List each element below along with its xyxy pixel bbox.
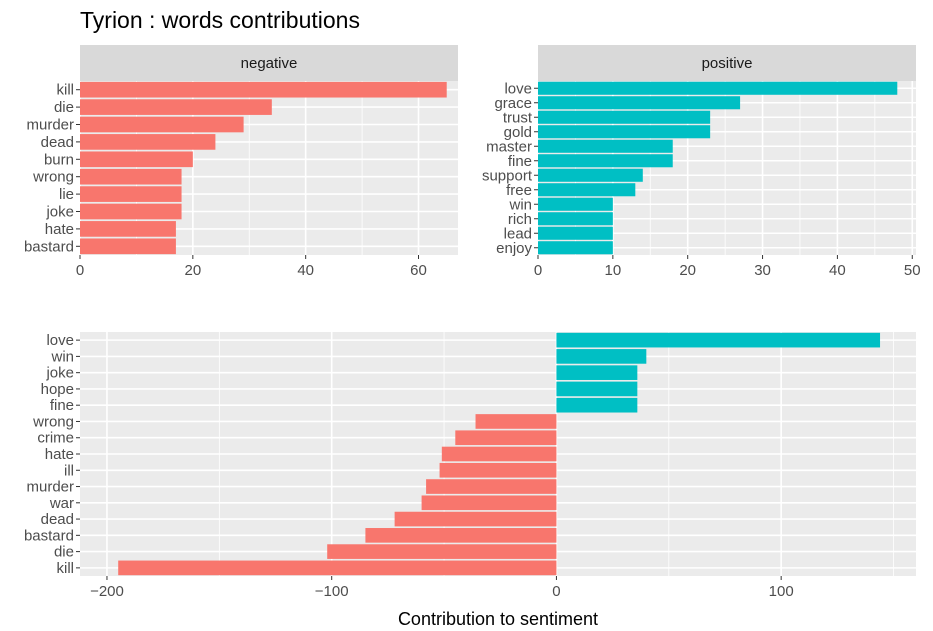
y-tick-label: enjoy <box>496 240 532 257</box>
bar-war <box>421 495 557 511</box>
y-tick-label: burn <box>44 151 74 168</box>
bar-hate <box>441 446 557 462</box>
bar-free <box>538 183 636 197</box>
positive-facet-strip <box>538 45 916 81</box>
bar-crime <box>455 430 557 446</box>
y-tick-label: free <box>506 182 532 199</box>
bar-rich <box>538 212 613 226</box>
bar-hope <box>556 381 638 397</box>
bar-trust <box>538 110 711 124</box>
x-tick-label: 50 <box>904 262 921 279</box>
positive-facet-panel: positive lovegracetrustgoldmasterfinesupp… <box>482 45 921 279</box>
y-tick-label: dead <box>41 511 74 528</box>
combined-contribution-panel: lovewinjokehopefinewrongcrimehateillmurd… <box>24 332 916 600</box>
bar-murder <box>426 479 557 494</box>
chart-title: Tyrion : words contributions <box>80 7 360 33</box>
bar-wrong <box>475 414 557 429</box>
y-tick-label: fine <box>50 397 74 414</box>
x-tick-label: 0 <box>552 583 560 600</box>
y-tick-label: love <box>46 332 74 349</box>
y-tick-label: win <box>508 196 532 213</box>
y-tick-label: murder <box>26 479 74 496</box>
y-tick-label: love <box>504 80 532 97</box>
y-tick-label: wrong <box>32 169 74 186</box>
bar-dead <box>394 511 557 527</box>
bar-murder <box>80 116 244 133</box>
y-tick-label: lead <box>504 225 532 242</box>
bar-love <box>538 81 898 95</box>
negative-facet-panel: negative killdiemurderdeadburnwrongliejok… <box>24 45 458 279</box>
positive-panel-background <box>538 81 916 255</box>
y-tick-label: bastard <box>24 527 74 544</box>
y-tick-label: hope <box>41 381 74 398</box>
y-tick-label: master <box>486 138 532 155</box>
y-tick-label: grace <box>494 95 532 112</box>
y-tick-label: bastard <box>24 238 74 255</box>
x-tick-label: −200 <box>90 583 124 600</box>
y-tick-label: crime <box>37 430 74 447</box>
bar-bastard <box>80 238 176 255</box>
bar-kill <box>118 560 557 576</box>
bar-dead <box>80 134 216 150</box>
y-tick-label: wrong <box>32 413 74 430</box>
bar-joke <box>556 365 638 380</box>
y-tick-label: joke <box>45 365 74 382</box>
bar-die <box>80 99 272 115</box>
y-tick-label: lie <box>59 186 74 203</box>
x-tick-label: 40 <box>829 262 846 279</box>
bar-die <box>327 544 557 559</box>
bar-fine <box>556 397 638 413</box>
bar-hate <box>80 221 176 237</box>
bar-master <box>538 139 673 153</box>
bar-lead <box>538 226 613 240</box>
y-tick-label: win <box>50 348 74 365</box>
y-tick-label: gold <box>504 124 532 141</box>
x-tick-label: 10 <box>605 262 622 279</box>
bar-bastard <box>365 528 557 543</box>
bar-gold <box>538 125 711 139</box>
x-tick-label: 20 <box>184 262 201 279</box>
y-tick-label: ill <box>64 462 74 479</box>
bar-enjoy <box>538 241 613 255</box>
y-tick-label: hate <box>45 446 74 463</box>
bar-wrong <box>80 168 182 185</box>
x-tick-label: 0 <box>76 262 84 279</box>
bar-love <box>556 332 881 348</box>
x-tick-label: 60 <box>410 262 427 279</box>
bar-burn <box>80 151 193 168</box>
negative-facet-label: negative <box>241 55 298 72</box>
y-tick-label: murder <box>26 117 74 134</box>
y-tick-label: kill <box>57 560 75 577</box>
y-tick-label: war <box>49 495 74 512</box>
y-tick-label: trust <box>503 109 533 126</box>
x-tick-label: 40 <box>297 262 314 279</box>
y-tick-label: die <box>54 544 74 561</box>
bar-kill <box>80 81 447 98</box>
y-tick-label: kill <box>57 82 75 99</box>
y-tick-label: rich <box>508 211 532 228</box>
positive-facet-label: positive <box>702 55 753 72</box>
y-tick-label: joke <box>45 204 74 221</box>
negative-facet-strip <box>80 45 458 81</box>
y-tick-label: hate <box>45 221 74 238</box>
bar-support <box>538 168 643 182</box>
x-tick-label: 100 <box>769 583 794 600</box>
x-tick-label: 30 <box>754 262 771 279</box>
bar-win <box>538 197 613 211</box>
x-tick-label: −100 <box>315 583 349 600</box>
y-tick-label: fine <box>508 153 532 170</box>
y-tick-label: dead <box>41 134 74 151</box>
y-tick-label: die <box>54 99 74 116</box>
bar-grace <box>538 96 741 110</box>
bar-ill <box>439 462 557 478</box>
x-axis-title: Contribution to sentiment <box>398 609 598 629</box>
bar-lie <box>80 186 182 202</box>
x-tick-label: 0 <box>534 262 542 279</box>
y-tick-label: support <box>482 167 533 184</box>
bar-fine <box>538 154 673 168</box>
bar-joke <box>80 203 182 220</box>
x-tick-label: 20 <box>679 262 696 279</box>
bar-win <box>556 349 647 364</box>
